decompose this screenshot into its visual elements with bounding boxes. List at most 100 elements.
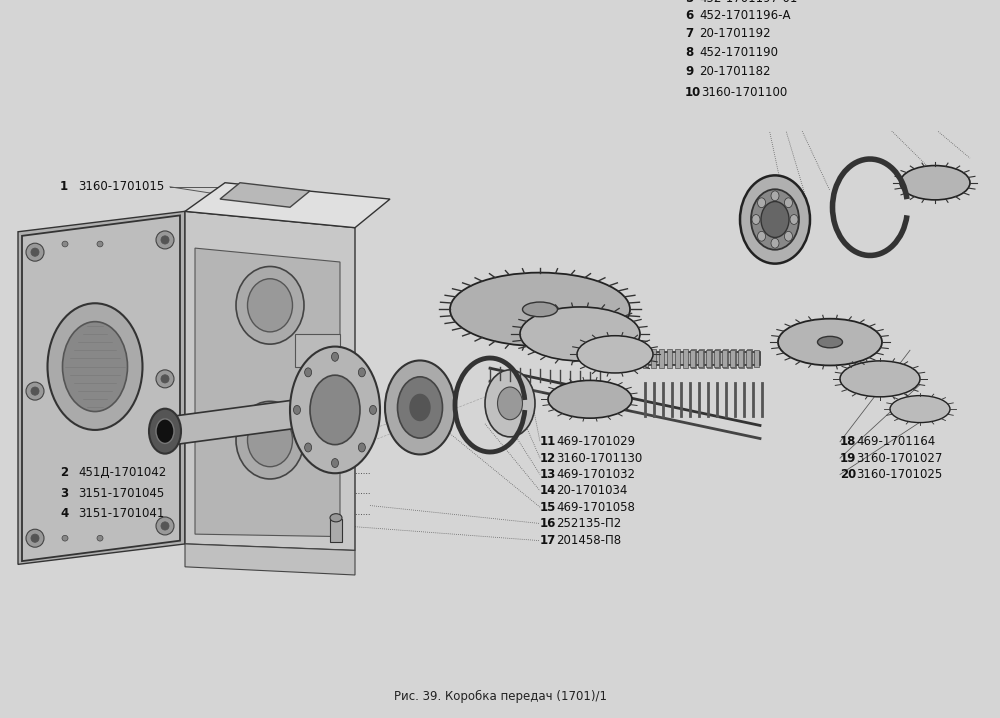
Bar (706, 350, 711, 367)
Ellipse shape (758, 198, 766, 208)
Ellipse shape (149, 409, 181, 454)
Ellipse shape (62, 536, 68, 541)
Ellipse shape (752, 215, 760, 225)
Polygon shape (220, 182, 310, 208)
Ellipse shape (740, 175, 810, 264)
Text: 3: 3 (60, 487, 68, 500)
Ellipse shape (156, 517, 174, 535)
Ellipse shape (31, 387, 39, 395)
Ellipse shape (385, 360, 455, 454)
Ellipse shape (97, 536, 103, 541)
Text: 20-1701182: 20-1701182 (699, 65, 770, 78)
Ellipse shape (840, 361, 920, 397)
Text: 14: 14 (540, 485, 556, 498)
Polygon shape (195, 248, 340, 536)
Text: 20-1701034: 20-1701034 (556, 485, 627, 498)
Ellipse shape (330, 513, 342, 522)
Text: 469-1701032: 469-1701032 (556, 468, 635, 481)
Ellipse shape (31, 534, 39, 542)
Ellipse shape (156, 370, 174, 388)
Ellipse shape (577, 336, 653, 373)
Text: 10: 10 (685, 85, 701, 98)
Text: 20: 20 (840, 468, 856, 481)
Text: 20-1701192: 20-1701192 (699, 27, 771, 40)
Bar (723, 349, 728, 368)
Bar (746, 350, 751, 367)
Text: 8: 8 (685, 46, 693, 60)
Text: 11: 11 (540, 435, 556, 448)
Ellipse shape (156, 231, 174, 249)
Text: 9: 9 (685, 65, 693, 78)
Ellipse shape (332, 459, 338, 467)
Ellipse shape (26, 243, 44, 261)
Text: 252135-П2: 252135-П2 (556, 517, 621, 530)
Ellipse shape (398, 377, 442, 438)
Polygon shape (185, 544, 355, 575)
Text: 201458-П8: 201458-П8 (556, 534, 621, 547)
Ellipse shape (236, 266, 304, 344)
Ellipse shape (248, 414, 292, 467)
Text: 3160-1701027: 3160-1701027 (856, 452, 942, 465)
Text: 3151-1701045: 3151-1701045 (78, 487, 164, 500)
Bar (635, 352, 760, 365)
Ellipse shape (890, 396, 950, 423)
Polygon shape (185, 211, 355, 551)
Ellipse shape (790, 215, 798, 225)
Ellipse shape (778, 319, 882, 365)
Ellipse shape (751, 190, 799, 250)
Bar (722, 350, 727, 367)
Ellipse shape (62, 322, 128, 411)
Ellipse shape (784, 198, 792, 208)
Ellipse shape (236, 401, 304, 479)
Text: 12: 12 (540, 452, 556, 465)
Text: 2: 2 (60, 466, 68, 480)
Ellipse shape (498, 387, 522, 420)
Text: 3160-1701015: 3160-1701015 (78, 180, 164, 193)
Text: 469-1701164: 469-1701164 (856, 435, 935, 448)
Bar (690, 350, 695, 367)
Ellipse shape (294, 406, 300, 414)
Bar (730, 350, 735, 367)
Bar (691, 349, 696, 368)
Ellipse shape (771, 238, 779, 248)
Polygon shape (295, 334, 340, 367)
Text: 18: 18 (840, 435, 856, 448)
Ellipse shape (161, 375, 169, 383)
Bar (330, 519, 342, 542)
Bar (675, 349, 680, 368)
Bar (754, 350, 759, 367)
Text: 3151-1701041: 3151-1701041 (78, 507, 164, 521)
Polygon shape (185, 182, 390, 228)
Ellipse shape (358, 443, 365, 452)
Text: 469-1701029: 469-1701029 (556, 435, 635, 448)
Text: 452-1701197-01: 452-1701197-01 (699, 0, 797, 5)
Ellipse shape (156, 419, 174, 444)
Ellipse shape (358, 368, 365, 377)
Text: 19: 19 (840, 452, 856, 465)
Polygon shape (18, 211, 185, 564)
Bar (643, 349, 648, 368)
Text: 452-1701196-А: 452-1701196-А (699, 9, 790, 22)
Text: 3160-1701100: 3160-1701100 (701, 85, 787, 98)
Bar (698, 350, 703, 367)
Ellipse shape (161, 236, 169, 244)
Bar (707, 349, 712, 368)
Ellipse shape (450, 273, 630, 346)
Ellipse shape (758, 231, 766, 241)
Ellipse shape (305, 368, 312, 377)
Text: 4: 4 (60, 507, 68, 521)
Bar (731, 349, 736, 368)
Text: 5: 5 (685, 0, 693, 5)
Bar (739, 349, 744, 368)
Ellipse shape (97, 241, 103, 247)
Ellipse shape (248, 279, 292, 332)
Bar (738, 350, 743, 367)
Ellipse shape (771, 191, 779, 201)
Polygon shape (22, 215, 180, 561)
Ellipse shape (522, 302, 558, 317)
Bar (635, 349, 640, 368)
Ellipse shape (31, 248, 39, 256)
Ellipse shape (818, 336, 842, 348)
Bar (699, 349, 704, 368)
Text: 13: 13 (540, 468, 556, 481)
